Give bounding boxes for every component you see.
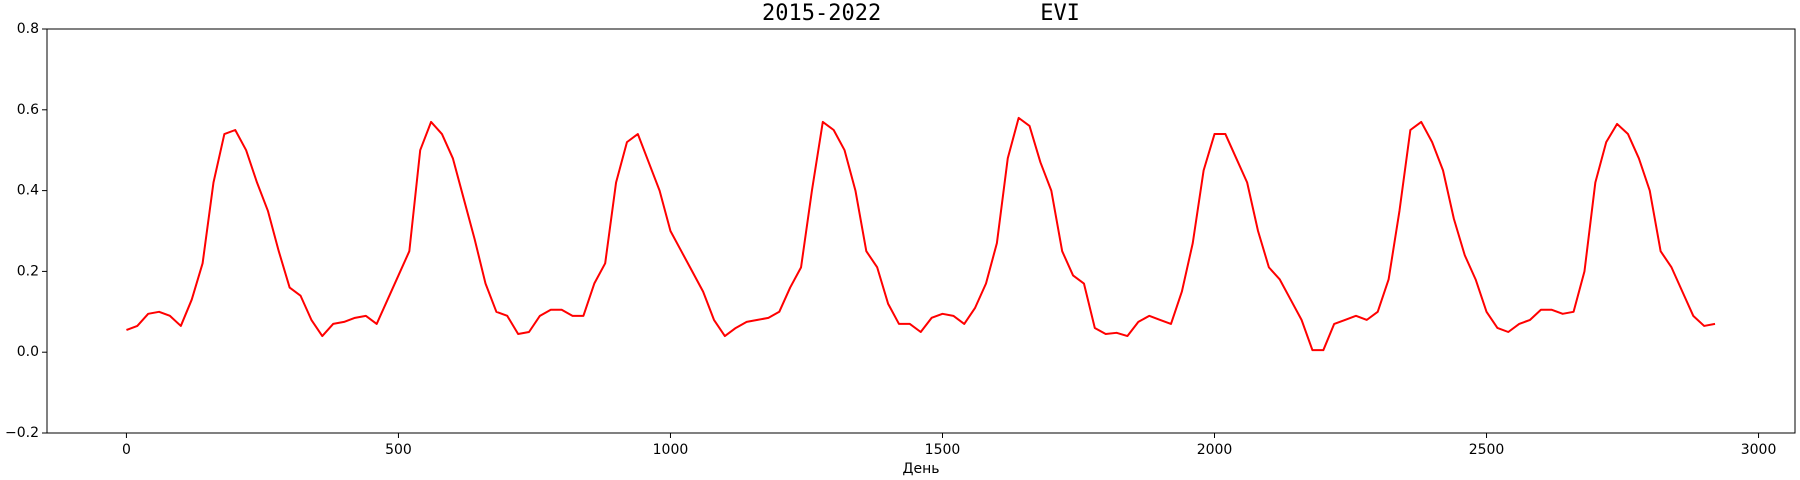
data-line <box>126 116 1716 352</box>
chart-title: 2015-2022 EVI <box>762 1 1080 26</box>
y-tick-label: 0.6 <box>17 102 39 118</box>
x-tick-label: 3000 <box>1741 442 1777 458</box>
y-tick-label: 0.0 <box>17 344 39 360</box>
y-tick-label: 0.2 <box>17 263 39 279</box>
x-tick-label: 2000 <box>1197 442 1233 458</box>
x-tick-label: 0 <box>122 442 131 458</box>
y-tick-label: 0.4 <box>17 183 39 199</box>
x-tick-label: 500 <box>385 442 412 458</box>
plot-frame <box>46 28 1796 434</box>
x-axis-label: День <box>903 461 940 477</box>
y-tick-label: 0.8 <box>17 21 39 37</box>
x-tick-label: 1500 <box>925 442 961 458</box>
x-tick-label: 1000 <box>653 442 689 458</box>
x-tick-label: 2500 <box>1469 442 1505 458</box>
y-tick-label: −0.2 <box>5 425 39 441</box>
